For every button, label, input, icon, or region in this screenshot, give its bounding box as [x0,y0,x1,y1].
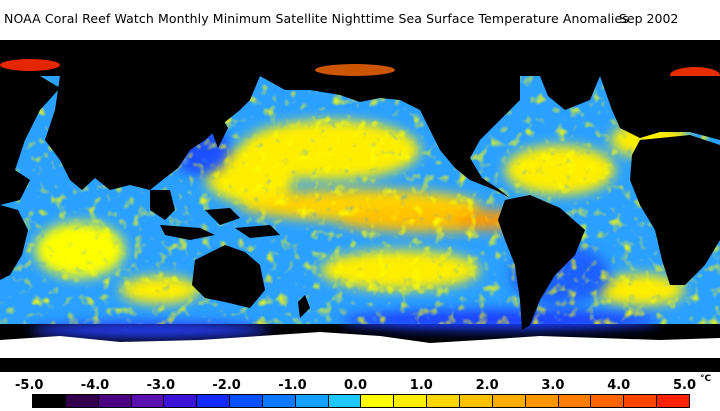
legend-tick-label: 5.0 [673,378,697,393]
legend-swatch [459,395,493,407]
legend-tick-label: -5.0 [15,378,44,393]
legend-swatch [65,395,99,407]
sst-anomaly-map: NOAA Coral Reef Watch Monthly Minimum Sa… [0,0,720,372]
legend-swatch [295,395,329,407]
world-map [0,40,720,372]
legend-tick-label: 0.0 [344,378,368,393]
legend-swatch [427,395,460,407]
legend-swatch [230,395,263,407]
color-legend: -5.0 -4.0 -3.0 -2.0 -1.0 0.0 1.0 2.0 3.0 4.0 5.0 °… [0,372,720,411]
legend-tick-label: 3.0 [541,378,565,393]
legend-swatch [492,395,526,407]
legend-swatch [361,395,395,407]
legend-unit: °C [700,374,712,384]
legend-tick-label: -4.0 [80,378,110,393]
legend-tick-label: 2.0 [475,378,499,393]
legend-swatch [197,395,231,407]
legend-swatch [591,395,625,407]
legend-colorbar [32,394,690,408]
legend-swatch [164,395,198,407]
legend-tick-label: -3.0 [146,378,176,393]
legend-tick-label: -1.0 [278,378,307,393]
legend-swatch [33,395,66,407]
legend-tick-label: 1.0 [409,378,433,393]
legend-tick-label: 4.0 [607,378,631,393]
map-date: Sep 2002 [619,11,679,26]
land [0,76,720,330]
legend-swatch [624,395,658,407]
title-bar: NOAA Coral Reef Watch Monthly Minimum Sa… [0,0,720,40]
legend-swatch [657,395,689,407]
legend-swatch [558,395,592,407]
legend-swatch [131,395,165,407]
map-title: NOAA Coral Reef Watch Monthly Minimum Sa… [4,11,629,26]
legend-tick-label: -2.0 [212,378,241,393]
legend-swatch [328,395,362,407]
legend-swatch [262,395,296,407]
legend-swatch [98,395,132,407]
legend-swatch [394,395,428,407]
legend-swatch [525,395,559,407]
